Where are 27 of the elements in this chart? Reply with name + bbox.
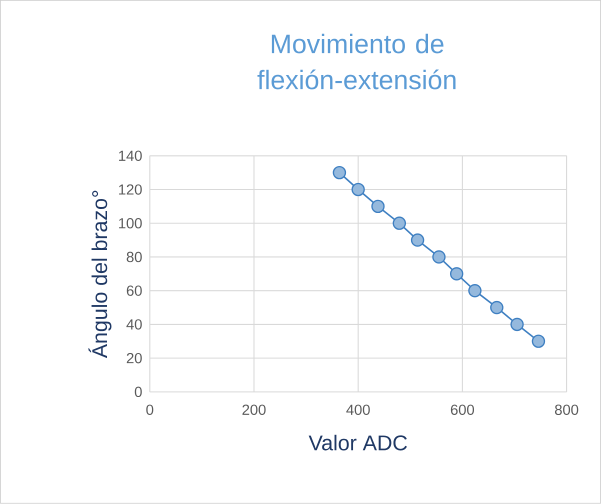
point <box>468 284 482 298</box>
point <box>392 216 406 230</box>
y-tick-label: 80 <box>126 252 142 262</box>
point <box>332 166 346 180</box>
y-tick-label: 140 <box>119 150 142 162</box>
y-tick-label: 120 <box>119 184 142 195</box>
x-tick-label: 200 <box>242 404 266 416</box>
point <box>532 334 546 348</box>
y-axis-title: Ángulo del brazo° <box>88 190 112 358</box>
x-tick-label: 600 <box>450 404 474 416</box>
x-tick-label: 400 <box>346 404 370 416</box>
point <box>352 183 365 196</box>
y-tick-label: 40 <box>126 319 142 330</box>
chart-title: Movimiento de flexión-extensión <box>257 34 456 90</box>
point <box>371 200 385 214</box>
point <box>510 318 524 332</box>
point <box>490 301 504 314</box>
x-tick-label: 800 <box>554 404 578 416</box>
point <box>450 267 464 281</box>
y-tick-label: 60 <box>126 286 142 296</box>
x-axis-title: Valor ADC <box>308 434 407 451</box>
y-tick-label: 0 <box>134 386 142 398</box>
y-tick-label: 20 <box>126 353 142 364</box>
point <box>410 234 424 247</box>
y-tick-label: 100 <box>119 218 142 229</box>
x-tick-label: 0 <box>146 404 154 416</box>
point <box>432 250 446 264</box>
